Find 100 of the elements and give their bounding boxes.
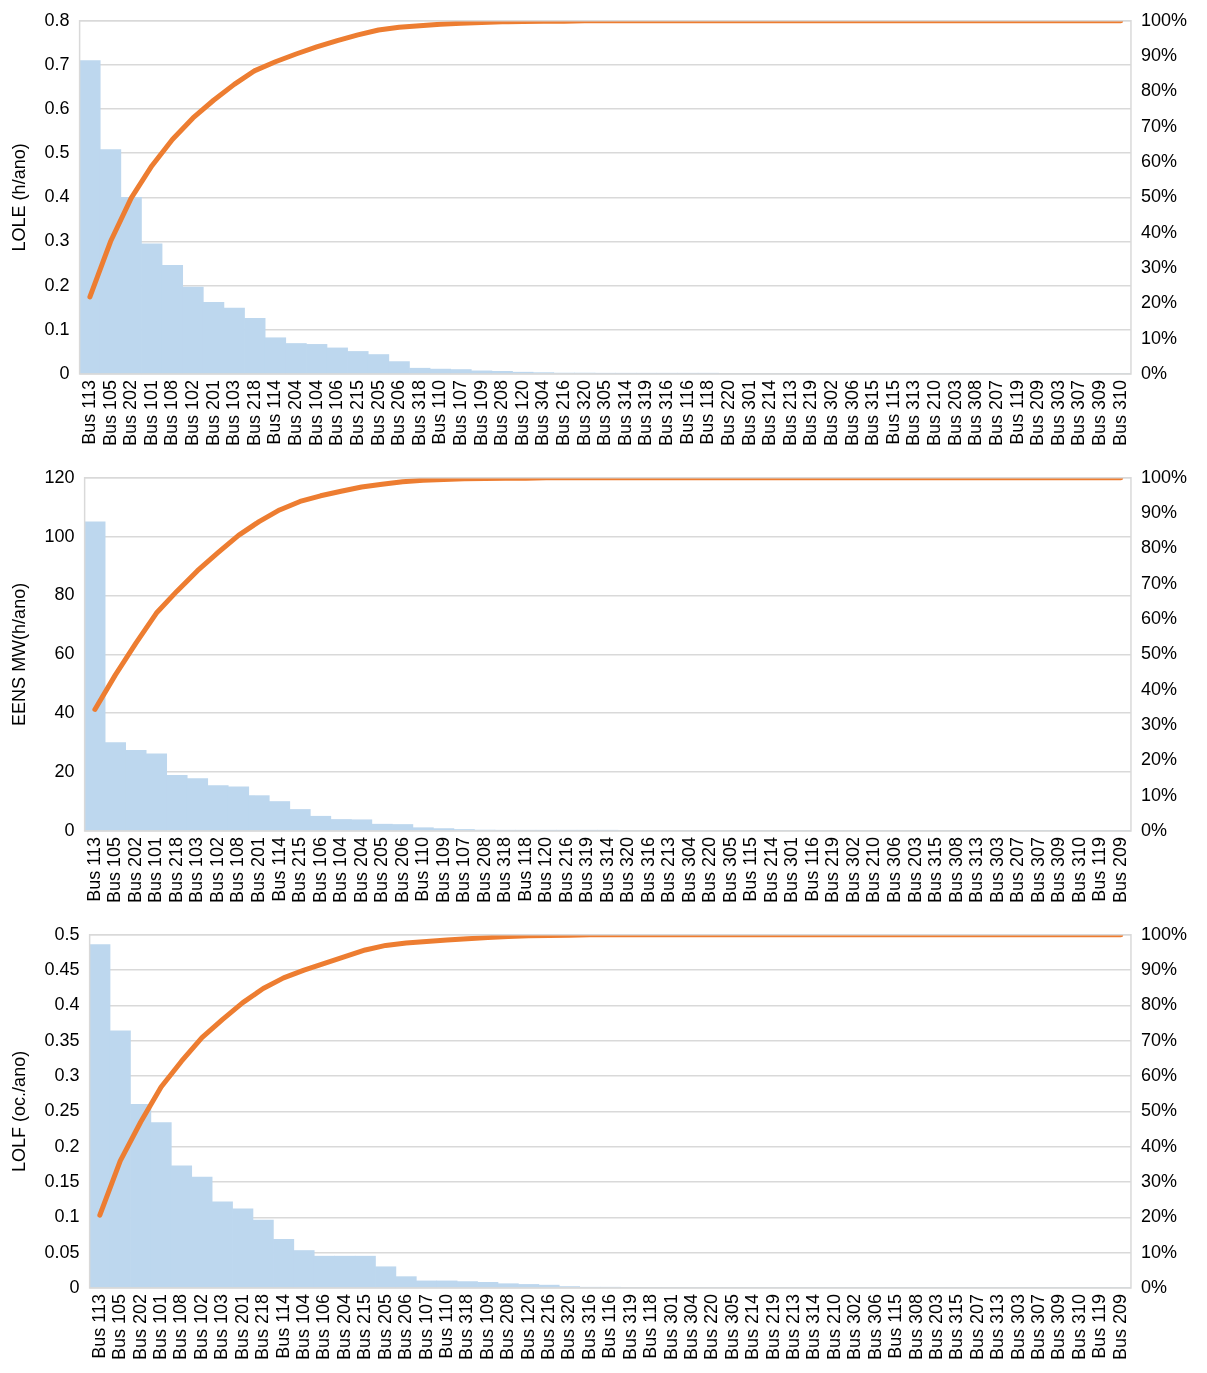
y-tick-label: 0.7	[44, 53, 70, 74]
x-tick-label: Bus 108	[170, 1293, 191, 1361]
x-tick-label: Bus 210	[823, 1293, 844, 1361]
y2-tick-label: 50%	[1140, 186, 1177, 207]
x-tick-label: Bus 206	[388, 379, 409, 447]
x-tick-label: Bus 106	[309, 836, 330, 904]
x-tick-label: Bus 306	[841, 379, 862, 447]
x-tick-label: Bus 301	[660, 1293, 681, 1361]
y2-tick-label: 0%	[1140, 362, 1167, 383]
x-tick-label: Bus 118	[640, 1293, 661, 1359]
x-tick-label: Bus 320	[617, 836, 638, 904]
x-tick-label: Bus 205	[367, 379, 388, 447]
y2-tick-label: 20%	[1140, 1206, 1177, 1227]
x-tick-label: Bus 310	[1068, 1293, 1089, 1361]
x-tick-label: Bus 304	[678, 836, 699, 904]
y2-tick-label: 10%	[1140, 784, 1177, 805]
x-tick-label: Bus 302	[821, 379, 842, 447]
y-tick-label: 0.2	[54, 1135, 80, 1156]
x-tick-label: Bus 309	[1089, 379, 1110, 447]
y2-tick-label: 100%	[1140, 466, 1188, 487]
x-tick-label: Bus 108	[227, 836, 248, 904]
x-tick-label: Bus 308	[965, 379, 986, 447]
x-tick-label: Bus 308	[945, 836, 966, 904]
x-tick-label: Bus 206	[395, 1293, 416, 1361]
x-tick-label: Bus 208	[497, 1293, 518, 1361]
x-tick-label: Bus 110	[435, 1293, 456, 1359]
y2-tick-label: 80%	[1140, 537, 1177, 558]
y-tick-label: 0.1	[44, 318, 70, 339]
y2-tick-label: 80%	[1140, 80, 1177, 101]
x-tick-label: Bus 101	[140, 379, 161, 447]
x-tick-label: Bus 319	[576, 836, 597, 904]
x-tick-label: Bus 301	[781, 836, 802, 904]
y-tick-label: 40	[54, 702, 75, 723]
x-tick-label: Bus 316	[637, 836, 658, 904]
x-tick-label: Bus 201	[202, 379, 223, 447]
x-tick-label: Bus 213	[783, 1293, 804, 1361]
y2-tick-label: 70%	[1140, 1029, 1177, 1050]
x-tick-label: Bus 314	[596, 836, 617, 904]
y-tick-label: 80	[54, 584, 75, 605]
x-tick-label: Bus 203	[904, 836, 925, 904]
x-tick-label: Bus 207	[1007, 836, 1028, 904]
x-tick-label: Bus 215	[346, 379, 367, 447]
x-tick-label: Bus 320	[573, 379, 594, 447]
x-tick-label: Bus 219	[800, 379, 821, 447]
x-tick-label: Bus 305	[721, 1293, 742, 1361]
y-tick-label: 0.3	[54, 1065, 80, 1086]
x-tick-label: Bus 101	[150, 1293, 171, 1361]
x-tick-label: Bus 304	[532, 379, 553, 447]
x-tick-label: Bus 207	[966, 1293, 987, 1361]
x-tick-label: Bus 313	[987, 1293, 1008, 1361]
x-tick-label: Bus 316	[656, 379, 677, 447]
x-tick-label: Bus 320	[558, 1293, 579, 1361]
y-tick-label: 60	[54, 643, 75, 664]
x-tick-label: Bus 201	[231, 1293, 252, 1361]
x-tick-label: Bus 315	[862, 379, 883, 447]
x-tick-label: Bus 301	[738, 379, 759, 447]
x-tick-label: Bus 106	[326, 379, 347, 447]
y2-tick-label: 60%	[1140, 608, 1177, 629]
x-tick-label: Bus 105	[99, 379, 120, 447]
x-tick-label: Bus 109	[432, 836, 453, 904]
x-tick-label: Bus 204	[333, 1293, 354, 1361]
y2-tick-label: 0%	[1140, 819, 1167, 840]
x-tick-label: Bus 114	[268, 836, 289, 902]
y-tick-label: 20	[54, 761, 75, 782]
x-tick-label: Bus 115	[882, 379, 903, 445]
x-tick-label: Bus 105	[104, 836, 125, 904]
x-tick-label: Bus 204	[350, 836, 371, 904]
y-tick-label: 0.15	[44, 1170, 80, 1191]
x-tick-label: Bus 102	[206, 836, 227, 904]
x-tick-label: Bus 107	[453, 836, 474, 904]
x-tick-label: Bus 302	[844, 1293, 865, 1361]
y2-tick-label: 30%	[1140, 256, 1177, 277]
x-tick-label: Bus 118	[514, 836, 535, 902]
x-tick-label: Bus 210	[863, 836, 884, 904]
x-tick-label: Bus 303	[1047, 379, 1068, 447]
x-tick-label: Bus 218	[252, 1293, 273, 1361]
y2-tick-label: 90%	[1140, 959, 1177, 980]
x-tick-label: Bus 202	[120, 379, 141, 447]
x-tick-label: Bus 103	[211, 1293, 232, 1361]
x-tick-label: Bus 115	[740, 836, 761, 902]
x-tick-label: Bus 307	[1027, 836, 1048, 904]
x-tick-label: Bus 108	[161, 379, 182, 447]
x-tick-label: Bus 218	[243, 379, 264, 447]
x-tick-label: Bus 115	[885, 1293, 906, 1359]
x-tick-label: Bus 201	[247, 836, 268, 904]
y2-tick-label: 0%	[1140, 1276, 1167, 1297]
x-tick-label: Bus 106	[313, 1293, 334, 1361]
x-tick-label: Bus 215	[289, 836, 310, 904]
x-tick-label: Bus 306	[864, 1293, 885, 1361]
x-tick-label: Bus 207	[985, 379, 1006, 447]
x-tick-label: Bus 203	[925, 1293, 946, 1361]
y2-tick-label: 10%	[1140, 327, 1177, 348]
x-tick-label: Bus 120	[535, 836, 556, 904]
x-tick-label: Bus 114	[264, 379, 285, 445]
x-tick-label: Bus 116	[676, 379, 697, 445]
x-tick-label: Bus 113	[78, 379, 99, 445]
x-tick-label: Bus 314	[614, 379, 635, 447]
x-tick-label: Bus 305	[594, 379, 615, 447]
y-tick-label: 0	[59, 362, 70, 383]
x-tick-label: Bus 214	[742, 1293, 763, 1361]
